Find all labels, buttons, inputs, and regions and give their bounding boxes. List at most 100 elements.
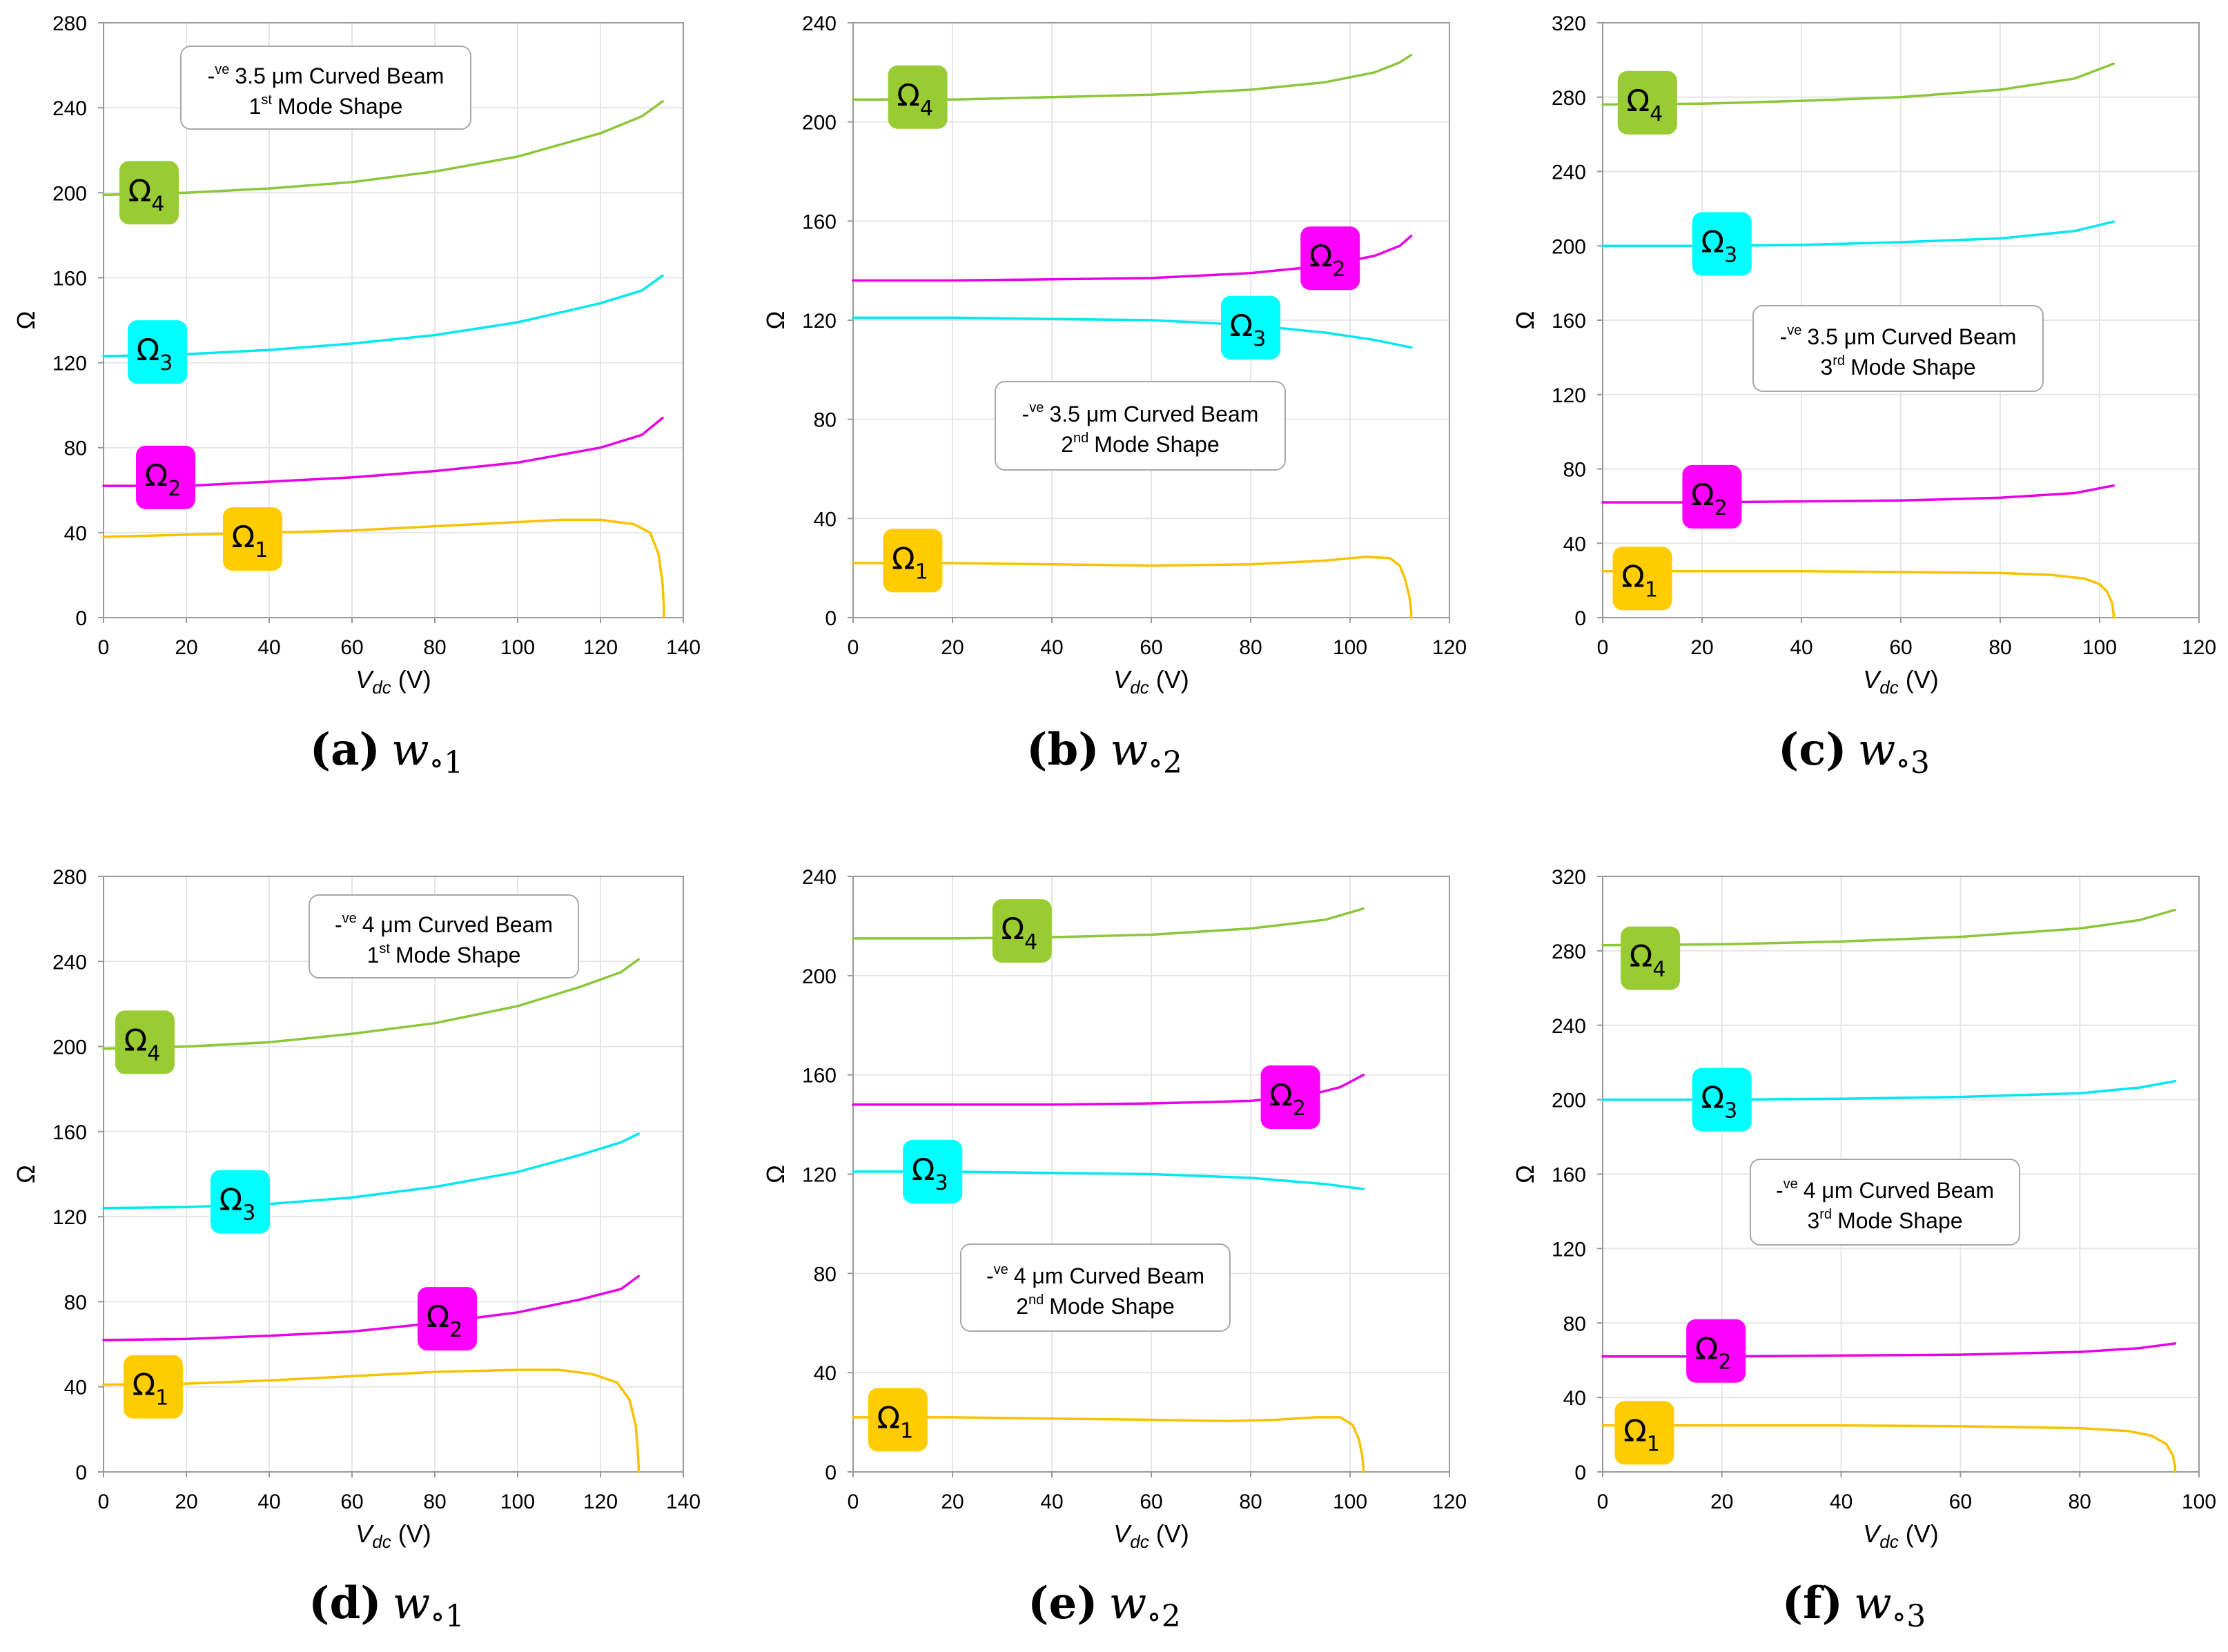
badge-omega-1: Ω1 xyxy=(868,1388,928,1452)
caption-variable: w xyxy=(392,1578,430,1629)
badge-omega-4: Ω4 xyxy=(992,899,1052,963)
badge-omega-symbol: Ω xyxy=(1001,912,1024,947)
annotation-sign: - xyxy=(1776,1178,1784,1203)
series-line-omega4 xyxy=(852,907,1365,940)
badge-subscript: 4 xyxy=(1650,102,1663,126)
badge-subscript: 4 xyxy=(920,97,933,121)
annotation-line1: -ve 4 μm Curved Beam xyxy=(1776,1177,1994,1203)
badge-omega-symbol: Ω xyxy=(1630,939,1653,974)
x-tick-label: 120 xyxy=(583,636,618,659)
x-tick-label: 20 xyxy=(175,636,197,659)
annotation-mode-text: Mode Shape xyxy=(395,943,520,967)
x-axis-label: Vdc (V) xyxy=(355,1520,431,1552)
x-tick-label: 40 xyxy=(1040,1491,1063,1513)
series-line-omega4 xyxy=(852,53,1413,101)
annotation-frame xyxy=(309,894,579,979)
series-line-omega3 xyxy=(852,316,1413,349)
x-tick-label: 0 xyxy=(848,1491,859,1513)
y-tick-label: 40 xyxy=(814,508,837,531)
y-tick-label: 240 xyxy=(1552,1015,1586,1038)
series-line-omega3 xyxy=(1601,220,2115,248)
badge-omega-4: Ω4 xyxy=(1621,926,1681,990)
badge-background xyxy=(418,1287,477,1351)
y-tick-label: 0 xyxy=(825,1462,837,1484)
annotation-sup: ve xyxy=(342,911,357,926)
plot-frame xyxy=(1602,876,2200,1473)
badge-background xyxy=(992,899,1052,963)
y-tick-label: 160 xyxy=(1552,1164,1586,1187)
annotation-text: 3.5 μm Curved Beam xyxy=(1807,324,2016,349)
badge-subscript: 3 xyxy=(1724,1099,1737,1123)
plot-frame xyxy=(103,876,684,1473)
badge-label: Ω1 xyxy=(1623,1413,1660,1456)
badge-omega-2: Ω2 xyxy=(418,1287,477,1351)
caption-letter: (b) xyxy=(1026,724,1099,776)
badge-label: Ω1 xyxy=(232,520,268,562)
x-tick-label: 20 xyxy=(941,636,964,659)
y-tick-label: 280 xyxy=(52,866,87,889)
badge-background xyxy=(1692,212,1752,276)
y-tick-label: 40 xyxy=(64,522,87,545)
badge-omega-symbol: Ω xyxy=(128,173,152,208)
annotation-frame xyxy=(960,1243,1231,1332)
panel-caption: (f) w∘3 xyxy=(1782,1577,1926,1634)
annotation-text: 3.5 μm Curved Beam xyxy=(1049,402,1258,426)
badge-background xyxy=(1621,926,1681,990)
badge-omega-1: Ω1 xyxy=(124,1355,183,1419)
panel-f: 0 40 80 120 160 200 240 280 320 0 20 40 60 80 100 Vdc (V… xyxy=(1511,866,2216,1634)
series-line-omega4 xyxy=(102,958,640,1050)
badge-label: Ω4 xyxy=(128,173,165,216)
badge-omega-2: Ω2 xyxy=(1686,1319,1746,1383)
y-axis-label: Ω xyxy=(761,311,790,330)
caption-letter: (e) xyxy=(1028,1577,1097,1629)
annotation-sup: ve xyxy=(1784,1177,1798,1192)
y-tick-label: 120 xyxy=(802,310,837,333)
annotation-line2: 1st Mode Shape xyxy=(367,941,521,967)
x-tick-label: 0 xyxy=(848,636,859,659)
caption-letter: (d) xyxy=(309,1577,381,1629)
badge-omega-1: Ω1 xyxy=(223,507,282,571)
panel-caption: (e) w∘2 xyxy=(1028,1577,1181,1634)
badge-omega-symbol: Ω xyxy=(1621,559,1645,594)
y-tick-label: 160 xyxy=(802,1065,837,1088)
badge-subscript: 4 xyxy=(151,192,164,216)
x-tick-label: 100 xyxy=(2082,636,2117,659)
badge-omega-symbol: Ω xyxy=(219,1183,243,1218)
x-axis-label: Vdc (V) xyxy=(1113,1520,1189,1552)
badge-omega-symbol: Ω xyxy=(897,78,920,113)
x-tick-label: 120 xyxy=(1432,1491,1467,1513)
x-tick-label: 0 xyxy=(98,1491,110,1513)
panel-a: 0 40 80 120 160 200 240 280 0 20 40 60 80 100 120 140 Vd… xyxy=(12,12,701,780)
panel-b: 0 40 80 120 160 200 240 0 20 40 60 80 100 120 Vdc (V) Ω -… xyxy=(761,12,1467,780)
annotation-sup: ve xyxy=(1787,323,1801,338)
badge-omega-4: Ω4 xyxy=(1617,70,1677,135)
x-axis-label: Vdc (V) xyxy=(355,665,431,698)
badge-omega-2: Ω2 xyxy=(1260,1065,1320,1130)
plot-frame xyxy=(852,22,1450,618)
y-tick-label: 320 xyxy=(1552,866,1586,889)
badge-background xyxy=(903,1139,963,1203)
series-line-omega4 xyxy=(1601,908,2177,947)
x-tick-label: 40 xyxy=(1830,1491,1853,1513)
annotation-mode-number: 2 xyxy=(1016,1294,1028,1319)
series-line-omega1 xyxy=(102,1368,640,1473)
badge-background xyxy=(128,320,187,384)
badge-subscript: 2 xyxy=(1293,1097,1306,1121)
y-tick-label: 120 xyxy=(52,353,87,375)
annotation-line1: -ve 4 μm Curved Beam xyxy=(986,1262,1204,1288)
badge-omega-symbol: Ω xyxy=(1230,308,1253,344)
badge-omega-1: Ω1 xyxy=(1612,547,1672,611)
annotation-mode-number: 3 xyxy=(1820,355,1833,380)
badge-background xyxy=(119,161,179,225)
x-axis-label-main: V xyxy=(355,1520,374,1548)
annotation-mode-text: Mode Shape xyxy=(1049,1294,1174,1319)
badge-background xyxy=(223,507,282,571)
badge-subscript: 1 xyxy=(1645,578,1658,602)
badge-omega-symbol: Ω xyxy=(124,1023,148,1058)
annotation-mode-text: Mode Shape xyxy=(277,94,402,119)
badge-label: Ω3 xyxy=(137,333,173,375)
badge-label: Ω4 xyxy=(1001,912,1037,954)
caption-subscript: ∘3 xyxy=(1895,745,1930,780)
badge-background xyxy=(1300,226,1360,291)
badge-label: Ω3 xyxy=(912,1152,948,1195)
